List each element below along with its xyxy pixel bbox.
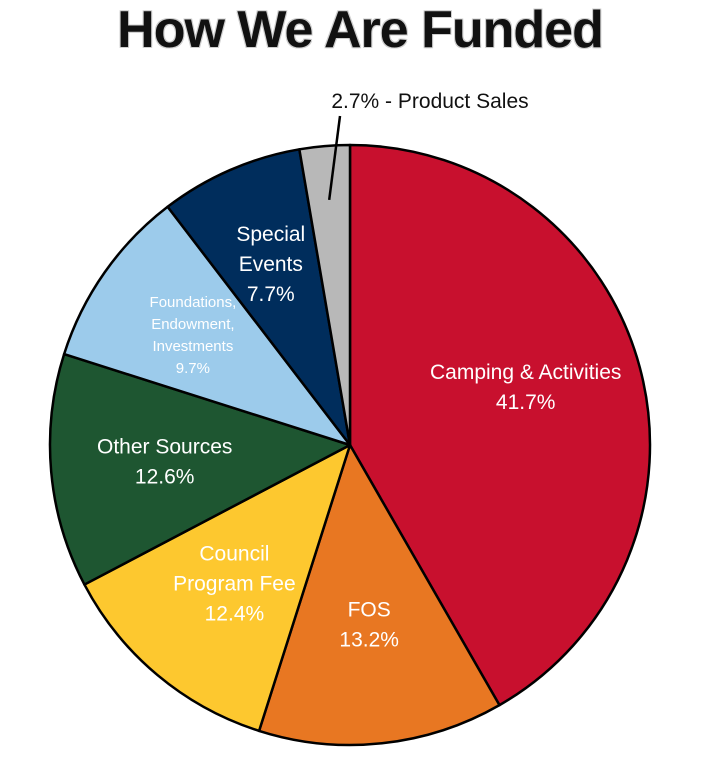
pie-slice-2-7-product-sales: [298, 143, 352, 447]
pie-slice-council-program-fee-12-4: [83, 443, 352, 733]
pie-slice-foundations-endowment-investments-9-7: [62, 205, 352, 447]
slice-label-other-sources: Other Sources 12.6%: [97, 436, 232, 489]
callout-leader-line: [327, 115, 342, 201]
slice-label-fos: FOS 13.2%: [339, 598, 399, 651]
slice-label-special: Special Events 7.7%: [236, 223, 305, 306]
pie-slice-other-sources-12-6: [48, 352, 352, 586]
slice-label-council: Council Program Fee 12.4%: [173, 542, 296, 625]
pie-labels: Camping & Activities 41.7% FOS 13.2% Council…: [97, 90, 621, 651]
slice-label-product-sales: 2.7% - Product Sales: [331, 90, 528, 113]
pie-slice-fos-13-2: [257, 443, 501, 747]
pie-slice-camping-activities-41-7: [348, 143, 652, 707]
slice-label-camping-activities: Camping & Activities 41.7%: [430, 361, 621, 414]
pie-slices: [48, 143, 652, 747]
chart-title: How We Are Funded: [117, 1, 604, 59]
slice-label-foundations: Foundations, Endowment, Investments 9.7%: [150, 294, 237, 377]
pie-slice-special-events-7-7: [166, 148, 352, 447]
